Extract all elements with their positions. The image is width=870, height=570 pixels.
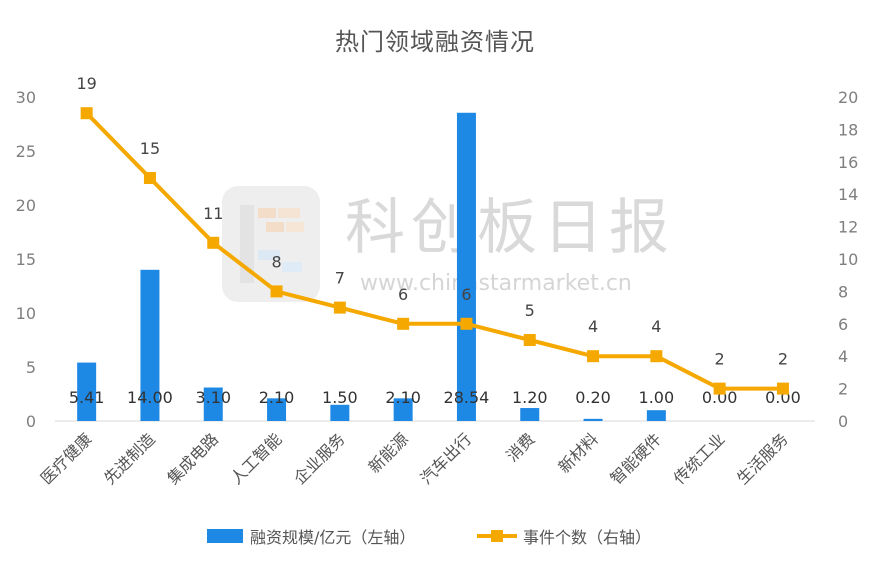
line-value-label: 19 bbox=[76, 74, 96, 93]
left-axis: 0 5 10 15 20 25 30 bbox=[16, 88, 36, 431]
line-point-消费[interactable] bbox=[523, 334, 536, 346]
category-label: 企业服务 bbox=[290, 429, 349, 488]
line-point-医疗健康[interactable] bbox=[80, 107, 93, 120]
category-label: 新材料 bbox=[554, 429, 601, 476]
right-tick-label: 10 bbox=[838, 250, 858, 269]
left-tick-label: 0 bbox=[26, 412, 36, 431]
right-tick-label: 14 bbox=[838, 185, 858, 204]
bar-value-label: 1.50 bbox=[322, 388, 358, 407]
line-value-label: 5 bbox=[525, 301, 535, 320]
bar-消费[interactable] bbox=[520, 408, 540, 421]
bar-先进制造[interactable] bbox=[140, 269, 160, 421]
category-label: 传统工业 bbox=[670, 429, 729, 488]
bar-value-label: 28.54 bbox=[444, 388, 490, 407]
line-point-企业服务[interactable] bbox=[333, 301, 346, 314]
bar-value-label: 14.00 bbox=[127, 388, 173, 407]
bar-value-label: 1.00 bbox=[639, 388, 675, 407]
category-label: 汽车出行 bbox=[417, 429, 476, 488]
left-tick-label: 5 bbox=[26, 358, 36, 377]
right-tick-label: 8 bbox=[838, 282, 848, 301]
bar-value-label: 0.20 bbox=[575, 388, 611, 407]
line-value-label: 2 bbox=[715, 350, 725, 369]
bar-集成电路[interactable] bbox=[203, 387, 223, 421]
watermark-name: 科创板日报 bbox=[345, 193, 675, 263]
bar-医疗健康[interactable] bbox=[77, 362, 97, 421]
right-tick-label: 2 bbox=[838, 380, 848, 399]
left-tick-label: 10 bbox=[16, 304, 36, 323]
star-market-logo-icon bbox=[222, 186, 320, 302]
right-tick-label: 12 bbox=[838, 218, 858, 237]
line-value-label: 6 bbox=[461, 285, 471, 304]
legend-bar-label[interactable]: 融资规模/亿元（左轴） bbox=[250, 528, 415, 547]
bar-value-labels: 5.41 14.00 3.10 2.10 1.50 2.10 28.54 1.20 0.20 1.… bbox=[69, 388, 801, 407]
bar-汽车出行[interactable] bbox=[456, 112, 476, 421]
right-tick-label: 20 bbox=[838, 88, 858, 107]
left-tick-label: 25 bbox=[16, 142, 36, 161]
line-point-新能源[interactable] bbox=[397, 317, 410, 330]
right-tick-label: 4 bbox=[838, 347, 848, 366]
line-value-labels: 19 15 11 8 7 6 6 5 4 4 2 2 bbox=[76, 74, 788, 368]
event-count-line bbox=[85, 111, 783, 391]
category-label: 集成电路 bbox=[163, 429, 222, 488]
legend-bar-swatch bbox=[207, 529, 243, 543]
line-value-label: 6 bbox=[398, 285, 408, 304]
left-tick-label: 20 bbox=[16, 196, 36, 215]
bar-人工智能[interactable] bbox=[267, 398, 287, 421]
legend: 融资规模/亿元（左轴） 事件个数（右轴） bbox=[207, 528, 651, 547]
line-value-label: 15 bbox=[140, 139, 160, 158]
chart-title: 热门领域融资情况 bbox=[335, 28, 535, 56]
category-label: 人工智能 bbox=[227, 429, 286, 488]
line-point-智能硬件[interactable] bbox=[650, 350, 663, 363]
bar-value-label: 1.20 bbox=[512, 388, 548, 407]
line-point-汽车出行[interactable] bbox=[460, 317, 473, 330]
watermark: 科创板日报 www.chinastarmarket.cn bbox=[222, 186, 675, 302]
right-tick-label: 6 bbox=[838, 315, 848, 334]
line-point-传统工业[interactable] bbox=[713, 382, 726, 395]
line-value-label: 7 bbox=[335, 269, 345, 288]
right-tick-label: 16 bbox=[838, 153, 858, 172]
right-tick-label: 0 bbox=[838, 412, 848, 431]
line-value-label: 2 bbox=[778, 350, 788, 369]
left-tick-label: 15 bbox=[16, 250, 36, 269]
bar-value-label: 2.10 bbox=[385, 388, 421, 407]
watermark-url: www.chinastarmarket.cn bbox=[360, 271, 632, 296]
line-series bbox=[80, 107, 789, 395]
line-point-新材料[interactable] bbox=[587, 350, 600, 363]
bar-value-label: 0.00 bbox=[765, 388, 801, 407]
legend-line-marker bbox=[491, 530, 503, 542]
right-axis: 0 2 4 6 8 10 12 14 16 18 20 bbox=[838, 88, 858, 431]
line-value-label: 11 bbox=[203, 204, 223, 223]
bar-企业服务[interactable] bbox=[330, 404, 350, 421]
line-point-集成电路[interactable] bbox=[207, 236, 220, 249]
bar-value-label: 2.10 bbox=[259, 388, 295, 407]
bar-value-label: 5.41 bbox=[69, 388, 105, 407]
line-point-生活服务[interactable] bbox=[776, 382, 789, 395]
category-label: 生活服务 bbox=[733, 429, 792, 488]
category-label: 医疗健康 bbox=[37, 429, 96, 488]
line-point-先进制造[interactable] bbox=[143, 172, 156, 184]
category-label: 先进制造 bbox=[100, 429, 159, 488]
left-tick-label: 30 bbox=[16, 88, 36, 107]
bar-智能硬件[interactable] bbox=[646, 410, 666, 421]
line-value-label: 4 bbox=[588, 317, 598, 336]
line-value-label: 8 bbox=[271, 252, 281, 271]
bar-value-label: 3.10 bbox=[195, 388, 231, 407]
category-label: 新能源 bbox=[365, 429, 412, 476]
category-labels: 医疗健康 先进制造 集成电路 人工智能 企业服务 新能源 汽车出行 消费 新材料 智能硬件 传统工业… bbox=[37, 429, 792, 488]
right-tick-label: 18 bbox=[838, 120, 858, 139]
line-value-label: 4 bbox=[651, 317, 661, 336]
category-label: 消费 bbox=[503, 429, 539, 465]
bar-新能源[interactable] bbox=[393, 398, 413, 421]
bar-series bbox=[77, 112, 666, 421]
category-label: 智能硬件 bbox=[606, 429, 665, 488]
bar-value-label: 0.00 bbox=[702, 388, 738, 407]
legend-line-label[interactable]: 事件个数（右轴） bbox=[523, 528, 651, 547]
line-point-人工智能[interactable] bbox=[270, 285, 283, 298]
bar-新材料[interactable] bbox=[583, 418, 603, 421]
